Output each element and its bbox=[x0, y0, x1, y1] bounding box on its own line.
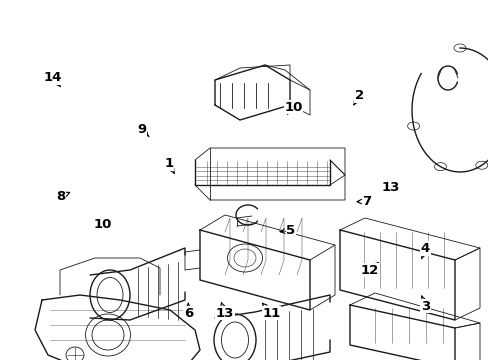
Text: 8: 8 bbox=[57, 190, 70, 203]
Text: 10: 10 bbox=[93, 219, 112, 231]
Text: 5: 5 bbox=[280, 224, 295, 237]
Text: 4: 4 bbox=[420, 242, 429, 258]
Text: 3: 3 bbox=[420, 296, 429, 312]
Text: 10: 10 bbox=[284, 101, 302, 114]
Text: 11: 11 bbox=[262, 303, 280, 320]
Text: 13: 13 bbox=[381, 181, 400, 194]
Text: 13: 13 bbox=[215, 303, 234, 320]
Text: 2: 2 bbox=[353, 89, 363, 105]
Text: 9: 9 bbox=[137, 123, 149, 137]
Text: 14: 14 bbox=[43, 71, 62, 87]
Text: 12: 12 bbox=[359, 263, 378, 276]
Text: 7: 7 bbox=[356, 195, 370, 208]
Text: 6: 6 bbox=[183, 303, 192, 320]
Text: 1: 1 bbox=[164, 157, 174, 174]
